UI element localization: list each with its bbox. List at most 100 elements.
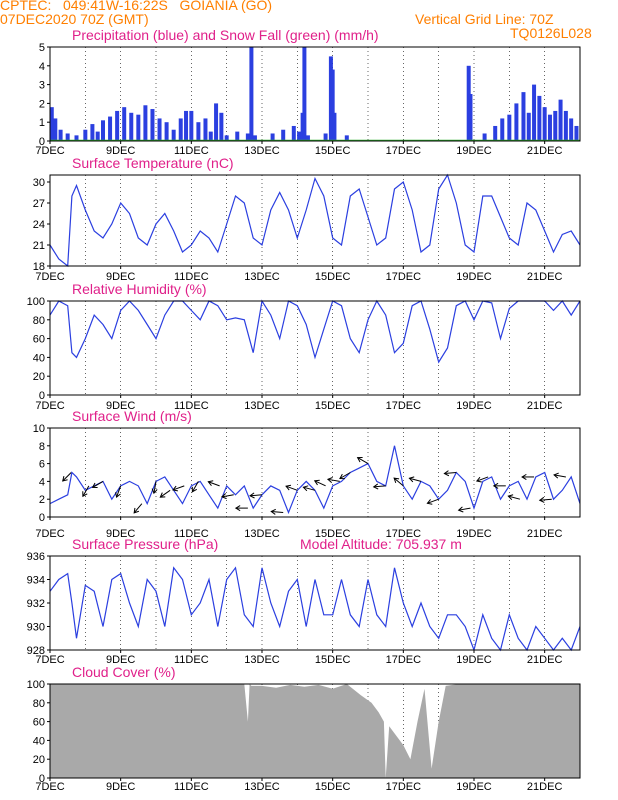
precip-bar bbox=[122, 107, 127, 141]
precip-bar bbox=[532, 84, 537, 141]
precip-bar bbox=[189, 110, 194, 141]
x-tick-label: 13DEC bbox=[244, 528, 280, 540]
header-grid-note: Vertical Grid Line: 70Z bbox=[415, 11, 554, 27]
wind-arrow bbox=[339, 472, 351, 479]
precip-bar bbox=[53, 118, 58, 141]
x-tick-label: 9DEC bbox=[106, 781, 135, 793]
wind-arrow bbox=[160, 489, 171, 498]
wind-arrow bbox=[314, 480, 326, 487]
precip-bar bbox=[468, 94, 473, 141]
precip-bar bbox=[302, 47, 307, 141]
x-tick-label: 9DEC bbox=[106, 654, 135, 666]
wind-arrow-head bbox=[475, 476, 482, 483]
y-tick-label: 24 bbox=[33, 219, 45, 231]
precip-bar bbox=[203, 118, 208, 141]
y-tick-label: 4 bbox=[39, 61, 45, 73]
precip-bar bbox=[521, 92, 526, 141]
precip-bar bbox=[115, 110, 120, 141]
wind-arrow bbox=[327, 478, 340, 482]
precip-bar bbox=[224, 135, 229, 141]
precip-bar bbox=[143, 105, 148, 141]
precip-title: Precipitation (blue) and Snow Fall (gree… bbox=[72, 27, 379, 43]
precip-bar bbox=[178, 118, 183, 141]
precip-bar bbox=[95, 131, 100, 141]
precip-bar bbox=[65, 133, 70, 141]
x-tick-label: 17DEC bbox=[386, 145, 422, 157]
x-tick-label: 19DEC bbox=[456, 400, 492, 412]
y-tick-label: 8 bbox=[39, 441, 45, 453]
precip-bar bbox=[500, 118, 505, 141]
precip-bar bbox=[249, 47, 254, 141]
precip-bar bbox=[332, 112, 337, 141]
wind-arrow-head bbox=[507, 494, 514, 501]
model-altitude-note: Model Altitude: 705.937 m bbox=[300, 536, 462, 552]
precip-bar bbox=[482, 133, 487, 141]
x-tick-label: 17DEC bbox=[386, 528, 422, 540]
y-tick-label: 928 bbox=[27, 645, 45, 657]
precip-bar bbox=[281, 129, 286, 141]
precip-bar bbox=[305, 135, 310, 141]
x-tick-label: 9DEC bbox=[106, 528, 135, 540]
y-tick-label: 40 bbox=[33, 735, 45, 747]
wind-arrow bbox=[427, 498, 439, 504]
x-tick-label: 11DEC bbox=[174, 654, 209, 666]
precip-bar bbox=[542, 107, 547, 141]
wind-arrow-head bbox=[270, 508, 276, 515]
precip-bar bbox=[219, 112, 224, 141]
x-tick-label: 13DEC bbox=[244, 781, 280, 793]
wind-arrow-head bbox=[82, 491, 88, 498]
y-tick-label: 21 bbox=[33, 240, 45, 252]
y-tick-label: 0 bbox=[39, 390, 45, 402]
precip-bar bbox=[196, 122, 201, 141]
temp-title: Surface Temperature (nC) bbox=[72, 155, 234, 171]
header-run-time: 07DEC2020 70Z (GMT) bbox=[0, 11, 149, 27]
y-tick-label: 80 bbox=[33, 698, 45, 710]
y-tick-label: 60 bbox=[33, 717, 45, 729]
wind-panel: 0 2 4 6 8 10 7DEC 9DEC 11DEC 13DEC 15DEC 17DEC 19DEC… bbox=[33, 408, 581, 540]
wind-arrow bbox=[172, 485, 185, 491]
wind-arrow bbox=[92, 480, 104, 488]
wind-arrow-head bbox=[492, 482, 499, 489]
wind-arrow-head bbox=[133, 507, 140, 514]
x-tick-label: 21DEC bbox=[527, 271, 563, 283]
x-tick-label: 15DEC bbox=[315, 781, 351, 793]
wind-arrow-head bbox=[302, 485, 309, 492]
x-tick-label: 7DEC bbox=[35, 400, 64, 412]
wind-arrow-head bbox=[220, 493, 227, 500]
y-tick-label: 100 bbox=[27, 679, 45, 691]
precip-bar bbox=[526, 112, 531, 141]
precip-bar bbox=[574, 125, 579, 141]
x-tick-label: 17DEC bbox=[386, 400, 422, 412]
x-tick-label: 21DEC bbox=[527, 654, 563, 666]
precip-bar bbox=[150, 109, 155, 141]
wind-arrow bbox=[508, 495, 521, 500]
wind-arrow-head bbox=[285, 484, 292, 491]
x-tick-label: 15DEC bbox=[315, 654, 351, 666]
wind-arrow-head bbox=[339, 473, 345, 480]
y-tick-label: 6 bbox=[39, 459, 45, 471]
x-tick-label: 17DEC bbox=[386, 271, 422, 283]
y-tick-label: 100 bbox=[27, 296, 45, 308]
wind-arrow bbox=[539, 498, 552, 501]
cloud-frame bbox=[49, 683, 581, 779]
x-tick-label: 7DEC bbox=[35, 781, 64, 793]
x-tick-label: 9DEC bbox=[106, 145, 135, 157]
wind-arrow-head bbox=[115, 492, 121, 499]
header-model-code: TQ0126L028 bbox=[510, 25, 592, 41]
y-tick-label: 20 bbox=[33, 371, 45, 383]
x-tick-label: 7DEC bbox=[35, 654, 64, 666]
wind-arrow-head bbox=[443, 470, 450, 477]
wind-arrow-head bbox=[91, 482, 98, 488]
y-tick-label: 932 bbox=[27, 598, 45, 610]
wind-title: Surface Wind (m/s) bbox=[72, 408, 192, 424]
pres-panel: 928 930 932 934 936 7DEC 9DEC 11DEC 13DEC 15DEC 17… bbox=[27, 536, 581, 666]
wind-arrow-head bbox=[172, 485, 178, 492]
x-tick-label: 9DEC bbox=[106, 271, 135, 283]
x-tick-label: 11DEC bbox=[174, 400, 209, 412]
precip-bar bbox=[184, 110, 189, 141]
y-tick-label: 5 bbox=[39, 42, 45, 54]
temp-series-line bbox=[49, 173, 581, 268]
wind-arrow bbox=[271, 511, 284, 514]
wind-arrow-head bbox=[313, 479, 320, 486]
